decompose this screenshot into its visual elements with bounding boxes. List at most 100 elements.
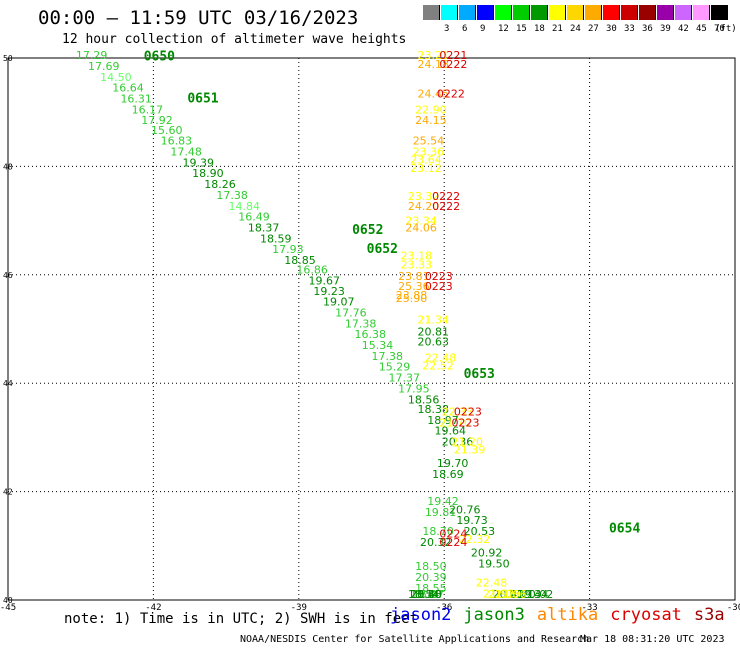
lat-tick-label: 44 xyxy=(3,379,13,388)
color-scale-swatch xyxy=(639,5,656,20)
wave-height-label: 18.69 xyxy=(432,468,464,481)
generation-timestamp: Mar 18 08:31:20 UTC 2023 xyxy=(580,634,725,645)
pass-time-label: 0652 xyxy=(352,223,383,238)
legend-item: s3a xyxy=(693,605,725,625)
satellite-legend: jason2 jason3 altika cryosat s3a xyxy=(390,605,737,625)
wave-height-label: 24.45 xyxy=(418,88,450,101)
page-subtitle: 12 hour collection of altimeter wave hei… xyxy=(62,32,407,47)
legend-item: jason2 xyxy=(390,605,452,625)
color-scale-swatch xyxy=(711,5,728,20)
wave-height-label: 0224 xyxy=(439,536,467,549)
wave-height-label: 23.36 xyxy=(413,146,445,159)
wave-height-label: 19.42 xyxy=(427,495,459,508)
color-scale-legend: 3 6 9 12 15 18 21 24 27 30 33 36 39 42 45 70 (ft) xyxy=(423,5,737,39)
wave-height-label: 18.85 xyxy=(284,254,316,267)
wave-height-label: 17.37 xyxy=(388,372,420,385)
wave-height-label: 17.29 xyxy=(76,49,108,62)
color-scale-swatch xyxy=(675,5,692,20)
wave-height-label: 16.38 xyxy=(355,328,387,341)
color-scale-label: 9 xyxy=(480,24,486,34)
wave-height-label: 18.54 xyxy=(408,588,440,601)
wave-height-label: 21.06 xyxy=(488,588,520,601)
wave-height-label: 22.33 xyxy=(442,406,474,419)
color-scale-swatch xyxy=(693,5,710,20)
color-scale-swatch xyxy=(441,5,458,20)
wave-height-label: 24.20 xyxy=(408,200,440,213)
wave-height-label: 18.56 xyxy=(408,393,440,406)
wave-height-label: 22.48 xyxy=(476,576,508,589)
wave-height-label: 16.49 xyxy=(238,211,270,224)
wave-height-label: 16.31 xyxy=(120,92,151,105)
wave-height-label: 18.55 xyxy=(415,582,447,595)
wave-height-label: 18.90 xyxy=(192,167,224,180)
color-scale-label: 33 xyxy=(624,24,635,34)
legend-item: altika xyxy=(536,605,599,625)
wave-height-label: 20.80 xyxy=(410,588,442,601)
wave-height-label: 0224 xyxy=(439,528,467,541)
wave-height-label: 18.59 xyxy=(260,232,292,245)
color-scale-label: 21 xyxy=(552,24,563,34)
wave-height-label: 17.93 xyxy=(272,243,304,256)
wave-height-label: 20.39 xyxy=(415,571,447,584)
wave-height-label: 16.86 xyxy=(296,264,328,277)
wave-height-label: 0223 xyxy=(425,280,453,293)
color-scale-swatch xyxy=(585,5,602,20)
wave-height-label: 18.97 xyxy=(427,414,459,427)
pass-time-label: 0650 xyxy=(144,50,175,65)
color-scale-swatch xyxy=(531,5,548,20)
wave-height-label: 20.92 xyxy=(471,547,503,560)
color-scale-label: 12 xyxy=(498,24,509,34)
wave-height-label: 0223 xyxy=(425,270,453,283)
wave-height-label: 23.81 xyxy=(398,270,430,283)
wave-height-label: 23.64 xyxy=(410,154,442,167)
color-scale-swatch xyxy=(603,5,620,20)
wave-height-label: 16.17 xyxy=(132,103,164,116)
wave-height-label: 20.76 xyxy=(449,503,481,516)
wave-height-label: 20.36 xyxy=(442,436,474,449)
pass-time-label: 0652 xyxy=(367,242,398,257)
wave-height-label: 17.38 xyxy=(216,189,248,202)
wave-height-label: 22.48 xyxy=(425,352,457,365)
color-scale-swatch xyxy=(513,5,530,20)
wave-height-label: 21.92 xyxy=(483,587,515,600)
wave-height-label: 17.38 xyxy=(345,317,377,330)
map-note: note: 1) Time is in UTC; 2) SWH is in fe… xyxy=(64,611,419,627)
wave-height-label: 21.06 xyxy=(495,588,526,601)
wave-height-label: 16.83 xyxy=(161,135,193,148)
color-scale-label: 6 xyxy=(462,24,468,34)
wave-height-label: 23.32 xyxy=(408,190,440,203)
wave-height-label: 0222 xyxy=(432,200,460,213)
wave-height-label: 24.18 xyxy=(418,58,450,71)
color-scale-swatch xyxy=(477,5,494,20)
wave-height-label: 0222 xyxy=(437,88,465,101)
wave-height-label: 23.12 xyxy=(410,162,442,175)
color-scale-label: 27 xyxy=(588,24,599,34)
wave-height-label: 17.92 xyxy=(141,114,173,127)
wave-height-label: 23.88 xyxy=(396,289,428,302)
color-scale-swatch xyxy=(657,5,674,20)
wave-height-label: 19.67 xyxy=(308,275,340,288)
wave-height-label: 0222 xyxy=(439,58,467,71)
color-scale-label: 45 xyxy=(696,24,707,34)
color-scale-label: 30 xyxy=(606,24,617,34)
wave-height-label: 17.69 xyxy=(88,60,120,73)
color-scale-swatch xyxy=(423,5,440,20)
wave-height-label: 19.64 xyxy=(435,425,467,438)
wave-height-label: 20.53 xyxy=(464,525,496,538)
color-scale-label: 24 xyxy=(570,24,581,34)
wave-height-label: 18.70 xyxy=(422,525,454,538)
lat-tick-label: 48 xyxy=(3,162,13,171)
wave-height-label: 19.51 xyxy=(502,588,534,601)
wave-height-label: 16.64 xyxy=(112,82,144,95)
lon-tick-label: -36 xyxy=(436,603,452,613)
wave-height-label: 19.23 xyxy=(313,285,345,298)
wave-height-label: 17.95 xyxy=(398,382,430,395)
color-scale-label: 42 xyxy=(678,24,689,34)
wave-height-label: 20.32 xyxy=(420,536,452,549)
wave-height-label: 21.39 xyxy=(454,444,486,457)
wave-height-label: 17.27 xyxy=(413,588,445,601)
color-scale-label: 70 xyxy=(714,24,725,34)
color-scale-swatch xyxy=(567,5,584,20)
wave-height-label: 0223 xyxy=(454,406,482,419)
credit-line: NOAA/NESDIS Center for Satellite Applica… xyxy=(240,634,590,645)
